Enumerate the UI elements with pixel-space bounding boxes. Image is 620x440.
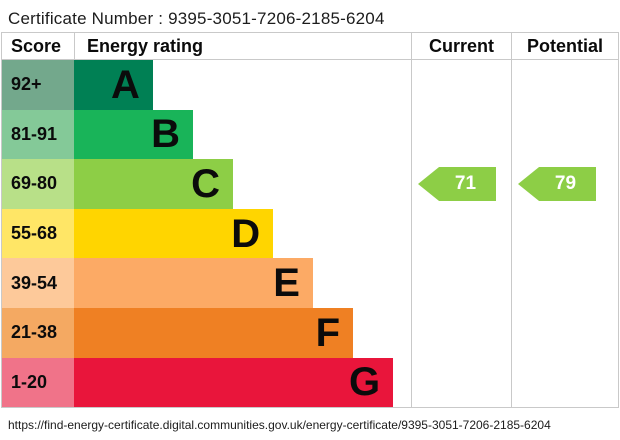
- band-letter-D: D: [231, 211, 261, 256]
- table-header-row: Score Energy rating Current Potential: [2, 33, 618, 60]
- band-bar-A: A: [74, 60, 153, 110]
- band-bar-cell-F: F: [74, 307, 411, 358]
- current-cell-row-E: [411, 258, 511, 308]
- band-bar-B: B: [74, 109, 193, 160]
- potential-cell-row-D: [511, 208, 618, 259]
- band-bar-cell-A: A: [74, 60, 411, 110]
- band-bar-E: E: [74, 258, 313, 308]
- column-header-energy-rating: Energy rating: [74, 33, 411, 59]
- band-row-B: 81-91 B: [2, 109, 618, 160]
- band-row-E: 39-54 E: [2, 258, 618, 308]
- current-cell-row-B: [411, 109, 511, 160]
- score-range-cell-A: 92+: [2, 60, 74, 110]
- band-letter-G: G: [349, 360, 381, 405]
- band-letter-C: C: [191, 161, 221, 206]
- column-header-current: Current: [411, 33, 511, 59]
- band-row-G: 1-20 G: [2, 357, 618, 408]
- band-letter-E: E: [273, 261, 300, 306]
- column-header-score: Score: [11, 35, 62, 56]
- current-rating-arrow: 71: [418, 166, 496, 201]
- potential-cell-row-E: [511, 258, 618, 308]
- current-cell-row-D: [411, 208, 511, 259]
- current-rating-value: 71: [454, 172, 477, 194]
- score-range-cell-C: 69-80: [2, 159, 74, 209]
- band-row-D: 55-68 D: [2, 208, 618, 259]
- band-row-A: 92+ A: [2, 60, 618, 110]
- current-cell-row-G: [411, 357, 511, 408]
- band-rows: 92+ A 81-91 B 69-80 C 71 79 55-68 D 39-54 E 21-38 F 1-…: [2, 60, 618, 408]
- band-letter-F: F: [315, 310, 341, 355]
- band-letter-A: A: [110, 62, 140, 107]
- column-header-potential: Potential: [511, 33, 618, 59]
- band-bar-G: G: [74, 357, 394, 408]
- band-bar-cell-G: G: [74, 357, 411, 408]
- band-bar-cell-E: E: [74, 258, 411, 308]
- energy-rating-table: Score Energy rating Current Potential 92…: [1, 32, 619, 409]
- score-range-cell-B: 81-91: [2, 109, 74, 160]
- current-cell-row-C: 71: [411, 159, 511, 209]
- score-range-cell-D: 55-68: [2, 208, 74, 259]
- band-bar-C: C: [74, 159, 234, 209]
- score-range-cell-E: 39-54: [2, 258, 74, 308]
- current-cell-row-F: [411, 307, 511, 358]
- potential-cell-row-F: [511, 307, 618, 358]
- band-bar-cell-B: B: [74, 109, 411, 160]
- certificate-url: https://find-energy-certificate.digital.…: [8, 418, 551, 433]
- band-row-F: 21-38 F: [2, 307, 618, 358]
- current-cell-row-A: [411, 60, 511, 110]
- potential-cell-row-G: [511, 357, 618, 408]
- score-range-cell-F: 21-38: [2, 307, 74, 358]
- potential-cell-row-C: 79: [511, 159, 618, 209]
- certificate-number-line: Certificate Number : 9395-3051-7206-2185…: [8, 9, 385, 28]
- potential-cell-row-A: [511, 60, 618, 110]
- potential-rating-arrow: 79: [518, 166, 596, 201]
- potential-cell-row-B: [511, 109, 618, 160]
- potential-rating-value: 79: [554, 172, 577, 194]
- band-bar-F: F: [74, 307, 354, 358]
- score-range-cell-G: 1-20: [2, 357, 74, 408]
- band-bar-cell-C: C: [74, 159, 411, 209]
- band-bar-cell-D: D: [74, 208, 411, 259]
- band-row-C: 69-80 C 71 79: [2, 159, 618, 209]
- band-letter-B: B: [151, 112, 180, 157]
- band-bar-D: D: [74, 208, 274, 259]
